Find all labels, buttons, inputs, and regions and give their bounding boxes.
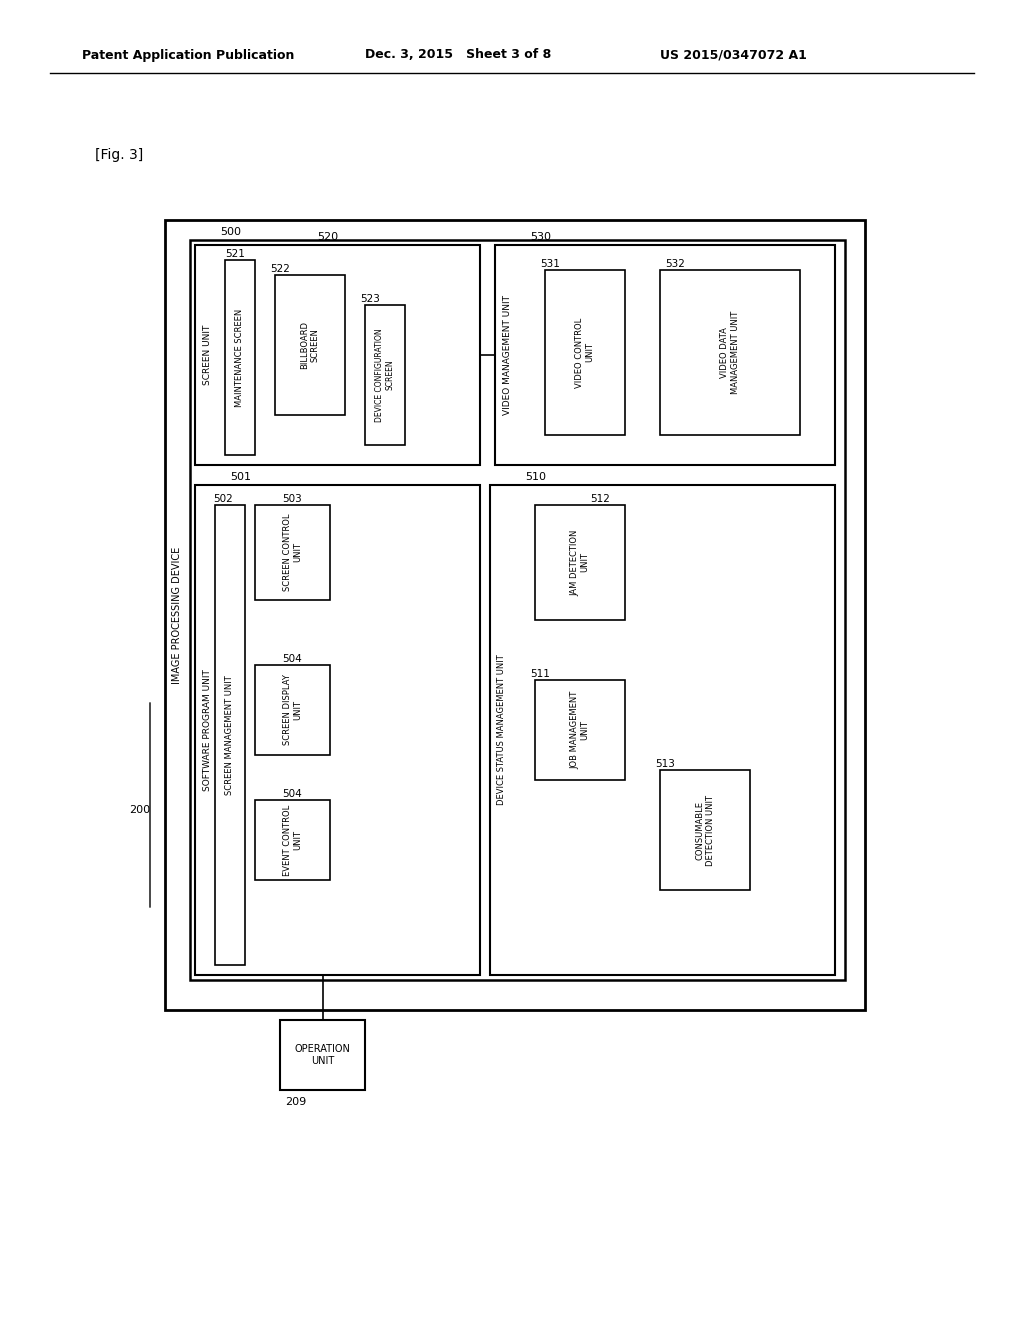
Bar [165, 220, 865, 1010]
Text: EVENT CONTROL
UNIT: EVENT CONTROL UNIT [283, 804, 302, 875]
Text: 530: 530 [530, 232, 551, 242]
Bar [535, 506, 625, 620]
Text: 501: 501 [230, 473, 251, 482]
Text: Dec. 3, 2015   Sheet 3 of 8: Dec. 3, 2015 Sheet 3 of 8 [365, 49, 551, 62]
Text: 209: 209 [285, 1097, 306, 1107]
Bar [280, 1020, 365, 1090]
Bar [190, 240, 845, 979]
Bar [215, 506, 245, 965]
Text: 532: 532 [665, 259, 685, 269]
Text: 523: 523 [360, 294, 380, 304]
Text: MAINTENANCE SCREEN: MAINTENANCE SCREEN [236, 309, 245, 407]
Text: 531: 531 [540, 259, 560, 269]
Text: 510: 510 [525, 473, 546, 482]
Text: DEVICE STATUS MANAGEMENT UNIT: DEVICE STATUS MANAGEMENT UNIT [498, 655, 507, 805]
Bar [660, 770, 750, 890]
Bar [275, 275, 345, 414]
Bar [545, 271, 625, 436]
Text: SCREEN UNIT: SCREEN UNIT [203, 325, 212, 385]
Text: CONSUMABLE
DETECTION UNIT: CONSUMABLE DETECTION UNIT [695, 795, 715, 866]
Text: 504: 504 [283, 789, 302, 799]
Text: SOFTWARE PROGRAM UNIT: SOFTWARE PROGRAM UNIT [203, 669, 212, 791]
Text: 512: 512 [590, 494, 610, 504]
Bar [255, 506, 330, 601]
Text: US 2015/0347072 A1: US 2015/0347072 A1 [660, 49, 807, 62]
Text: 522: 522 [270, 264, 290, 275]
Text: VIDEO MANAGEMENT UNIT: VIDEO MANAGEMENT UNIT [503, 294, 512, 414]
Text: BILLBOARD
SCREEN: BILLBOARD SCREEN [300, 321, 319, 370]
Text: VIDEO DATA
MANAGEMENT UNIT: VIDEO DATA MANAGEMENT UNIT [720, 312, 739, 395]
Text: Patent Application Publication: Patent Application Publication [82, 49, 294, 62]
Text: DEVICE CONFIGURATION
SCREEN: DEVICE CONFIGURATION SCREEN [376, 329, 394, 422]
Bar [365, 305, 406, 445]
Bar [195, 484, 480, 975]
Text: IMAGE PROCESSING DEVICE: IMAGE PROCESSING DEVICE [172, 546, 182, 684]
Bar [255, 800, 330, 880]
Text: JAM DETECTION
UNIT: JAM DETECTION UNIT [570, 529, 590, 595]
Bar [495, 246, 835, 465]
Bar [255, 665, 330, 755]
Text: JOB MANAGEMENT
UNIT: JOB MANAGEMENT UNIT [570, 690, 590, 770]
Text: [Fig. 3]: [Fig. 3] [95, 148, 143, 162]
Text: VIDEO CONTROL
UNIT: VIDEO CONTROL UNIT [575, 317, 595, 388]
Text: 513: 513 [655, 759, 675, 770]
Bar [225, 260, 255, 455]
Bar [195, 246, 480, 465]
Text: 520: 520 [317, 232, 339, 242]
Text: SCREEN CONTROL
UNIT: SCREEN CONTROL UNIT [283, 513, 302, 591]
Text: SCREEN MANAGEMENT UNIT: SCREEN MANAGEMENT UNIT [225, 675, 234, 795]
Text: 521: 521 [225, 249, 245, 259]
Text: 504: 504 [283, 653, 302, 664]
Bar [660, 271, 800, 436]
Text: 500: 500 [220, 227, 241, 238]
Text: 502: 502 [213, 494, 232, 504]
Text: 511: 511 [530, 669, 550, 678]
Text: OPERATION
UNIT: OPERATION UNIT [295, 1044, 350, 1065]
Text: 503: 503 [283, 494, 302, 504]
Bar [490, 484, 835, 975]
Text: 200: 200 [129, 805, 151, 814]
Bar [535, 680, 625, 780]
Text: SCREEN DISPLAY
UNIT: SCREEN DISPLAY UNIT [283, 675, 302, 746]
